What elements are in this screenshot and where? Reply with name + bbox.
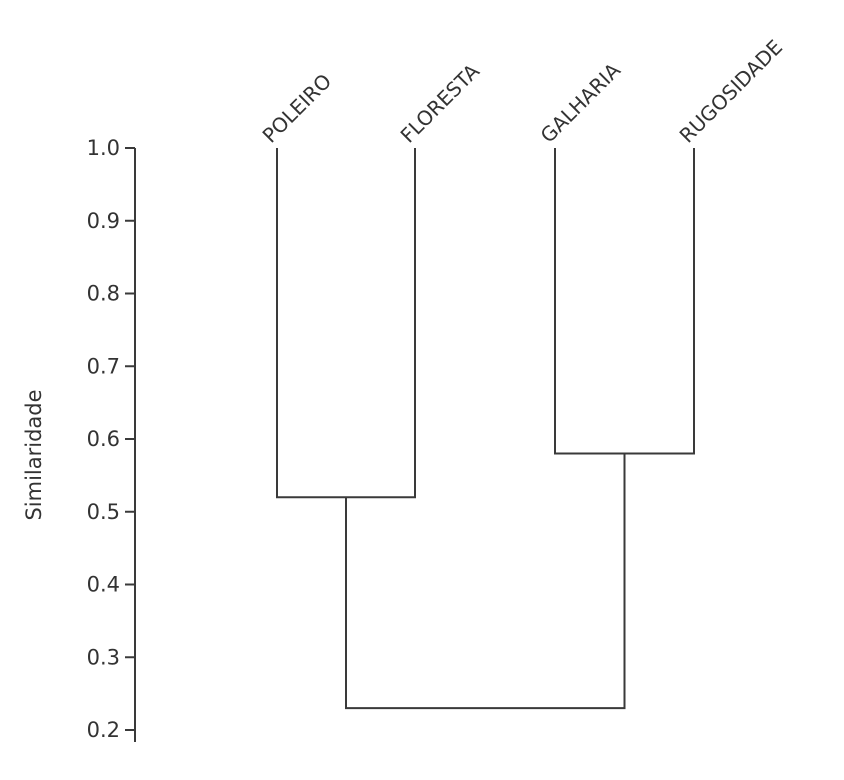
y-tick-label: 0.6 <box>87 427 120 451</box>
leaf-label: RUGOSIDADE <box>675 35 788 148</box>
leaf-label: FLORESTA <box>396 59 485 148</box>
dendrogram-link <box>345 453 626 710</box>
y-tick-label: 1.0 <box>87 136 120 160</box>
y-tick-label: 0.7 <box>87 354 120 378</box>
y-axis-title: Similaridade <box>22 389 46 520</box>
y-tick-label: 0.2 <box>87 718 120 742</box>
y-tick-label: 0.8 <box>87 282 120 306</box>
dendrogram-link <box>276 148 416 499</box>
leaf-labels: POLEIRO FLORESTA GALHARIA RUGOSIDADE <box>258 35 788 148</box>
leaf-label: POLEIRO <box>258 69 337 148</box>
dendrogram-link <box>554 148 695 455</box>
dendrogram-tree <box>276 148 695 710</box>
y-tick-label: 0.4 <box>87 573 120 597</box>
y-axis: 0.2 0.3 0.4 0.5 0.6 0.7 0.8 0.9 1.0 <box>87 136 136 742</box>
leaf-label: GALHARIA <box>536 58 626 148</box>
y-tick-label: 0.5 <box>87 500 120 524</box>
y-tick-label: 0.3 <box>87 645 120 669</box>
y-tick-label: 0.9 <box>87 209 120 233</box>
